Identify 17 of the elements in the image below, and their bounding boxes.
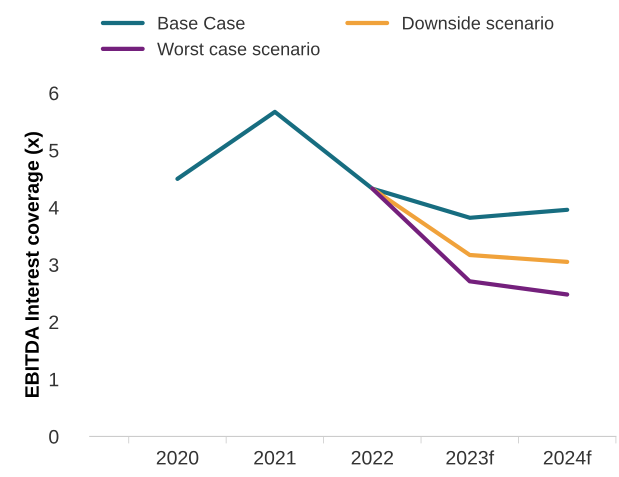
- y-tick-label: 6: [49, 86, 58, 100]
- line-series: [175, 110, 570, 220]
- y-tick-label: 0: [49, 430, 58, 444]
- y-tick-label: 5: [49, 144, 58, 158]
- legend-label: Worst case scenario: [157, 42, 320, 56]
- x-tick-label: 2021: [254, 450, 296, 465]
- y-tick-label: 1: [50, 372, 58, 386]
- x-tick-label: 2023f: [446, 450, 494, 465]
- x-tick-label: 2022: [352, 450, 393, 465]
- y-tick-label: 3: [49, 258, 58, 272]
- y-tick-label: 4: [48, 201, 59, 215]
- y-axis-title: EBITDA Interest coverage (x): [24, 132, 43, 398]
- legend-label: Downside scenario: [403, 16, 554, 30]
- y-tick-label: 2: [49, 315, 58, 330]
- legend-label: Base Case: [158, 16, 245, 30]
- x-tick-label: 2020: [156, 450, 198, 465]
- x-tick-label: 2024f: [544, 450, 592, 465]
